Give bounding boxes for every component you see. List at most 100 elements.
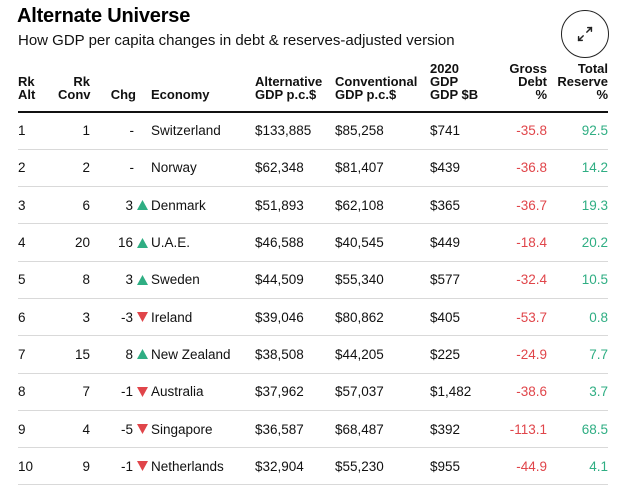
- gross-debt-cell: -53.7: [492, 298, 547, 337]
- rank-change-cell: -: [90, 149, 148, 188]
- rank-conv-cell: 1: [58, 112, 90, 150]
- expand-button[interactable]: [561, 10, 609, 58]
- total-reserve-cell: 10.5: [547, 261, 608, 299]
- rank-alt-cell: 8: [18, 373, 58, 411]
- rank-change-cell: -1: [90, 373, 148, 411]
- arrow-down-icon: [137, 386, 148, 397]
- rank-change-cell: -3: [90, 298, 148, 337]
- col-header-rk-alt[interactable]: Rk Alt: [18, 62, 58, 113]
- conv-gdp-cell: $80,862: [335, 298, 430, 337]
- gross-debt-cell: -32.4: [492, 261, 547, 299]
- gross-debt-cell: -36.8: [492, 149, 547, 188]
- gdp-2020-cell: $449: [430, 223, 492, 262]
- col-header-conv-gdp[interactable]: Conventional GDP p.c.$: [335, 62, 430, 113]
- economy-cell: U.A.E.: [148, 223, 255, 262]
- rank-change-value: 3: [125, 272, 133, 288]
- rank-change-value: -1: [120, 384, 133, 400]
- total-reserve-cell: 3.7: [547, 373, 608, 411]
- alt-gdp-cell: $32,904: [255, 447, 335, 486]
- col-header-rk-conv[interactable]: Rk Conv: [58, 62, 91, 113]
- economy-cell: Denmark: [148, 186, 255, 225]
- page-title: Alternate Universe: [17, 5, 191, 27]
- total-reserve-cell: 7.7: [547, 335, 608, 374]
- economy-cell: New Zealand: [148, 335, 255, 374]
- col-header-gdp-2020[interactable]: 2020 GDP GDP $B: [430, 62, 492, 113]
- gross-debt-cell: -35.8: [492, 112, 547, 150]
- total-reserve-cell: 19.3: [547, 186, 608, 225]
- conv-gdp-cell: $85,258: [335, 112, 430, 150]
- rank-change-value: 16: [117, 235, 133, 251]
- gdp-2020-cell: $1,482: [430, 373, 492, 411]
- arrow-up-icon: [137, 237, 148, 248]
- gdp-2020-cell: $225: [430, 335, 492, 374]
- alt-gdp-cell: $133,885: [255, 112, 335, 150]
- col-header-economy[interactable]: Economy: [148, 62, 255, 113]
- table-row: 6 3 -3 Ireland $39,046 $80,862 $405 -53.7 0.8: [18, 298, 608, 337]
- alt-gdp-cell: $38,508: [255, 335, 335, 374]
- gdp-2020-cell: $741: [430, 112, 492, 150]
- alt-gdp-cell: $46,588: [255, 223, 335, 262]
- economy-cell: Australia: [148, 373, 255, 411]
- gdp-2020-cell: $405: [430, 298, 492, 337]
- page-subtitle: How GDP per capita changes in debt & res…: [18, 32, 455, 49]
- gross-debt-cell: -44.9: [492, 447, 547, 486]
- gross-debt-cell: -38.6: [492, 373, 547, 411]
- col-header-total-reserve[interactable]: Total Reserve%: [547, 62, 608, 113]
- alt-gdp-cell: $44,509: [255, 261, 335, 299]
- rank-conv-cell: 9: [58, 447, 90, 486]
- rank-conv-cell: 2: [58, 149, 90, 188]
- gross-debt-cell: -24.9: [492, 335, 547, 374]
- rank-alt-cell: 5: [18, 261, 58, 299]
- rank-change-cell: -: [90, 112, 148, 150]
- col-header-chg[interactable]: Chg: [90, 62, 148, 113]
- economy-cell: Singapore: [148, 410, 255, 449]
- gdp-2020-cell: $365: [430, 186, 492, 225]
- conv-gdp-cell: $81,407: [335, 149, 430, 188]
- gross-debt-cell: -113.1: [492, 410, 547, 449]
- arrow-up-icon: [137, 349, 148, 360]
- gdp-2020-cell: $955: [430, 447, 492, 486]
- total-reserve-cell: 14.2: [547, 149, 608, 188]
- table-row: 10 9 -1 Netherlands $32,904 $55,230 $955 -44.9 4…: [18, 447, 608, 486]
- col-header-alt-gdp[interactable]: Alternative GDP p.c.$: [255, 62, 335, 113]
- rank-conv-cell: 3: [58, 298, 90, 337]
- total-reserve-cell: 20.2: [547, 223, 608, 262]
- conv-gdp-cell: $62,108: [335, 186, 430, 225]
- rank-change-cell: 8: [90, 335, 148, 374]
- rank-change-cell: 3: [90, 186, 148, 225]
- alt-gdp-cell: $39,046: [255, 298, 335, 337]
- rank-change-value: -: [129, 160, 135, 176]
- table-row: 9 4 -5 Singapore $36,587 $68,487 $392 -113.1 68.…: [18, 410, 608, 449]
- rank-alt-cell: 4: [18, 223, 58, 262]
- rank-change-value: 3: [125, 197, 133, 213]
- alt-gdp-cell: $62,348: [255, 149, 335, 188]
- rank-alt-cell: 7: [18, 335, 58, 374]
- economy-cell: Sweden: [148, 261, 255, 299]
- alt-gdp-cell: $51,893: [255, 186, 335, 225]
- rank-change-cell: 3: [90, 261, 148, 299]
- rank-change-cell: -5: [90, 410, 148, 449]
- total-reserve-cell: 0.8: [547, 298, 608, 337]
- alt-gdp-cell: $37,962: [255, 373, 335, 411]
- arrow-down-icon: [137, 461, 148, 472]
- gdp-2020-cell: $392: [430, 410, 492, 449]
- col-header-gross-debt[interactable]: Gross Debt%: [492, 62, 547, 113]
- conv-gdp-cell: $57,037: [335, 373, 430, 411]
- rank-change-cell: -1: [90, 447, 148, 486]
- ranking-table: Rk Alt Rk Conv Chg Economy Alternative GDP …: [18, 62, 608, 486]
- arrow-down-icon: [137, 424, 148, 435]
- table-row: 3 6 3 Denmark $51,893 $62,108 $365 -36.7 19.3: [18, 186, 608, 225]
- rank-change-value: 8: [125, 346, 133, 362]
- rank-conv-cell: 15: [58, 335, 90, 374]
- economy-cell: Norway: [148, 149, 255, 188]
- total-reserve-cell: 68.5: [547, 410, 608, 449]
- rank-change-cell: 16: [90, 223, 148, 262]
- table-row: 2 2 - Norway $62,348 $81,407 $439 -36.8 14.2: [18, 149, 608, 188]
- arrow-up-icon: [137, 274, 148, 285]
- gdp-2020-cell: $439: [430, 149, 492, 188]
- rank-alt-cell: 10: [18, 447, 58, 486]
- rank-change-value: -1: [120, 458, 133, 474]
- rank-conv-cell: 8: [58, 261, 90, 299]
- rank-change-value: -: [129, 123, 135, 139]
- gross-debt-cell: -36.7: [492, 186, 547, 225]
